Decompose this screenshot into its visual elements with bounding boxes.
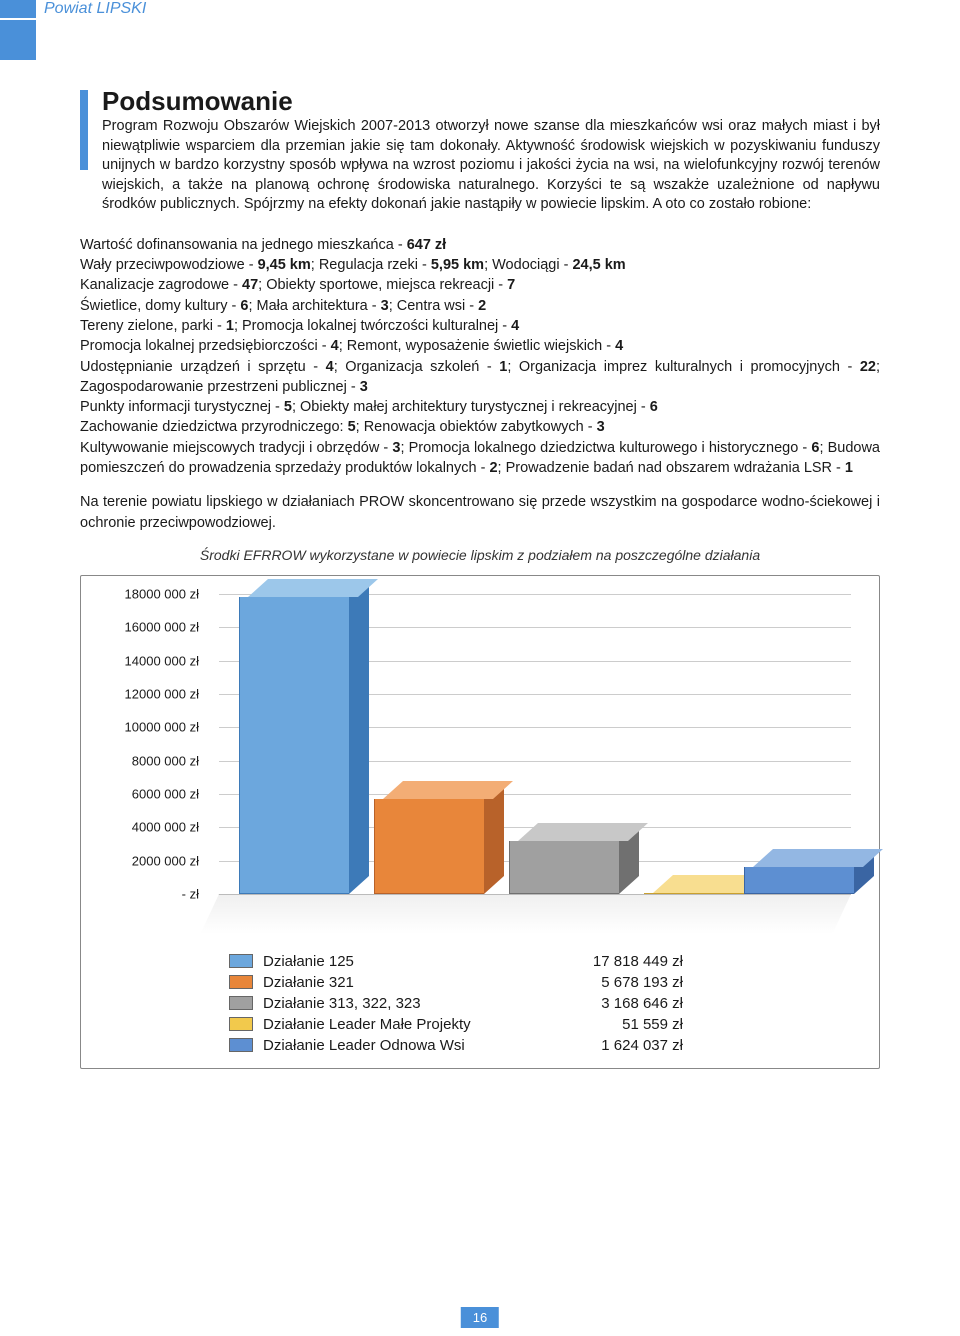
legend-label: Działanie 125 — [263, 953, 543, 970]
page-content: Podsumowanie Program Rozwoju Obszarów Wi… — [80, 90, 880, 1069]
legend-value: 1 624 037 zł — [543, 1037, 683, 1054]
legend-label: Działanie 313, 322, 323 — [263, 995, 543, 1012]
legend-label: Działanie Leader Odnowa Wsi — [263, 1037, 543, 1054]
chart-legend: Działanie 12517 818 449 złDziałanie 3215… — [229, 953, 861, 1054]
y-axis-tick-label: 18000 000 zł — [125, 586, 199, 601]
chart-bar — [744, 867, 854, 894]
main-title: Podsumowanie — [102, 86, 880, 117]
legend-swatch — [229, 996, 253, 1010]
legend-swatch — [229, 1038, 253, 1052]
header-stripe-1 — [0, 0, 36, 18]
chart-title: Środki EFRROW wykorzystane w powiecie li… — [80, 547, 880, 563]
y-axis-tick-label: - zł — [182, 886, 199, 901]
chart-bar — [509, 841, 619, 894]
chart-bar — [644, 893, 754, 894]
header-stripe-2 — [0, 20, 36, 60]
y-axis-tick-label: 6000 000 zł — [132, 786, 199, 801]
chart-container: 18000 000 zł 16000 000 zł 14000 000 zł 1200… — [80, 575, 880, 1069]
y-axis-tick-label: 12000 000 zł — [125, 686, 199, 701]
y-axis-labels: 18000 000 zł16000 000 zł14000 000 zł1200… — [99, 594, 199, 939]
chart-bar — [374, 799, 484, 894]
legend-swatch — [229, 954, 253, 968]
chart-area: 18000 000 zł16000 000 zł14000 000 zł1200… — [99, 594, 861, 939]
y-axis-tick-label: 10000 000 zł — [125, 720, 199, 735]
legend-label: Działanie 321 — [263, 974, 543, 991]
legend-value: 17 818 449 zł — [543, 953, 683, 970]
chart-plot — [219, 594, 851, 939]
y-axis-tick-label: 16000 000 zł — [125, 620, 199, 635]
chart-floor — [200, 894, 851, 934]
legend-value: 3 168 646 zł — [543, 995, 683, 1012]
legend-row: Działanie Leader Odnowa Wsi1 624 037 zł — [229, 1037, 861, 1054]
summary-list: Wartość dofinansowania na jednego mieszk… — [80, 235, 880, 479]
legend-swatch — [229, 975, 253, 989]
page-number: 16 — [461, 1307, 499, 1328]
legend-row: Działanie 313, 322, 3233 168 646 zł — [229, 995, 861, 1012]
conclusion-paragraph: Na terenie powiatu lipskiego w działania… — [80, 492, 880, 533]
legend-row: Działanie Leader Małe Projekty51 559 zł — [229, 1016, 861, 1033]
y-axis-tick-label: 4000 000 zł — [132, 820, 199, 835]
y-axis-tick-label: 8000 000 zł — [132, 753, 199, 768]
legend-row: Działanie 12517 818 449 zł — [229, 953, 861, 970]
title-marker — [80, 90, 88, 170]
intro-paragraph: Program Rozwoju Obszarów Wiejskich 2007-… — [102, 117, 880, 215]
legend-value: 51 559 zł — [543, 1016, 683, 1033]
legend-value: 5 678 193 zł — [543, 974, 683, 991]
title-row: Podsumowanie Program Rozwoju Obszarów Wi… — [80, 90, 880, 229]
header-region: Powiat LIPSKI — [44, 0, 146, 18]
legend-swatch — [229, 1017, 253, 1031]
y-axis-tick-label: 14000 000 zł — [125, 653, 199, 668]
y-axis-tick-label: 2000 000 zł — [132, 853, 199, 868]
legend-row: Działanie 3215 678 193 zł — [229, 974, 861, 991]
chart-bar — [239, 597, 349, 894]
legend-label: Działanie Leader Małe Projekty — [263, 1016, 543, 1033]
